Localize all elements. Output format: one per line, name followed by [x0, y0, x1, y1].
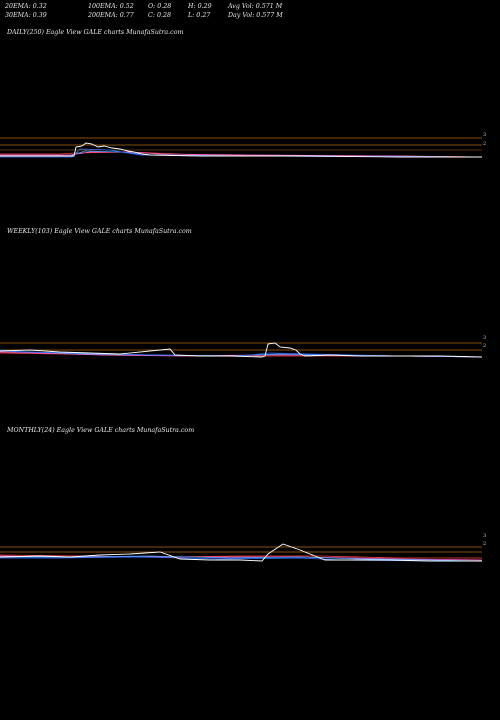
ema30-stat: 30EMA: 0.39: [5, 12, 47, 19]
monthly-panel-label: MONTHLY(24) Eagle View GALE charts Munaf…: [7, 427, 195, 434]
ema100-stat: 100EMA: 0.52: [88, 3, 134, 10]
weekly-price-line: [0, 342, 483, 358]
close-stat: C: 0.28: [148, 12, 171, 19]
open-stat: O: 0.28: [148, 3, 172, 10]
avg-vol-stat: Avg Vol: 0.571 M: [228, 3, 283, 10]
weekly-ylabel-3: 3: [483, 335, 487, 341]
monthly-chart: [0, 543, 483, 562]
weekly-chart: [0, 342, 483, 358]
daily-ylabel-3: 3: [483, 132, 487, 138]
day-vol-stat: Day Vol: 0.577 M: [228, 12, 283, 19]
ema200-stat: 200EMA: 0.77: [88, 12, 134, 19]
daily-ylabel-2: 2: [483, 141, 487, 147]
ema20-stat: 20EMA: 0.32: [5, 3, 47, 10]
weekly-ylabel-2: 2: [483, 343, 487, 349]
low-stat: L: 0.27: [188, 12, 211, 19]
monthly-ylabel-2: 2: [483, 541, 487, 547]
weekly-panel-label: WEEKLY(103) Eagle View GALE charts Munaf…: [7, 228, 192, 235]
high-stat: H: 0.29: [188, 3, 212, 10]
daily-chart: [0, 137, 483, 158]
daily-panel-label: DAILY(250) Eagle View GALE charts Munafa…: [7, 29, 184, 36]
monthly-ylabel-3: 3: [483, 533, 487, 539]
daily-price-line: [0, 142, 482, 158]
monthly-price-line: [0, 543, 482, 562]
